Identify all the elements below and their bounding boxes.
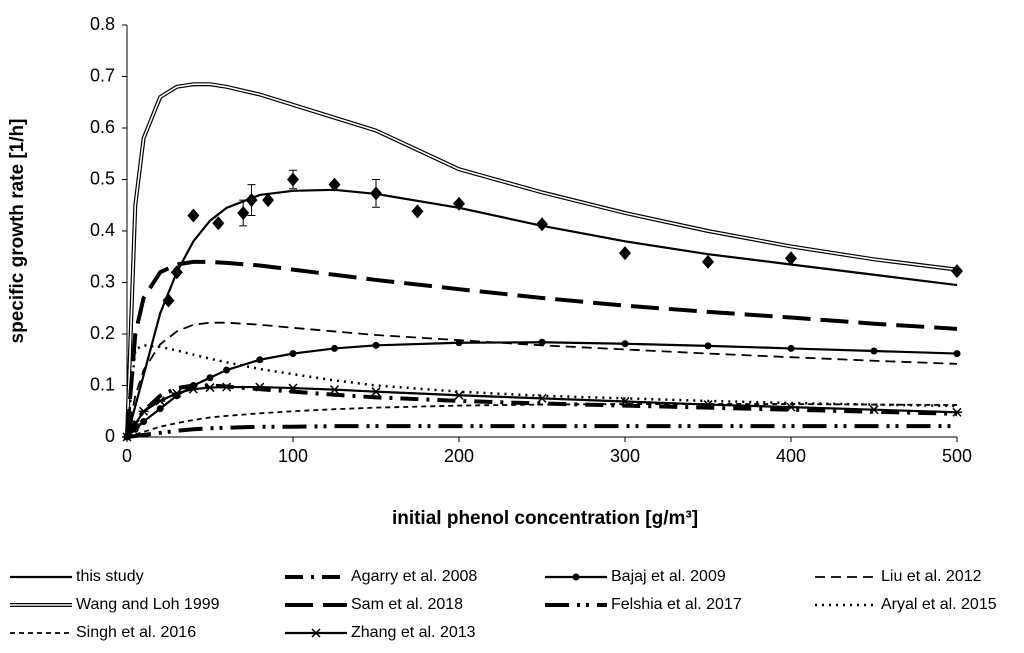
series-marker bbox=[130, 419, 141, 429]
data-point bbox=[170, 265, 183, 280]
data-point bbox=[702, 254, 714, 269]
series-marker bbox=[171, 388, 182, 398]
data-point bbox=[370, 186, 382, 201]
legend-label: this study bbox=[76, 568, 144, 585]
series-line bbox=[125, 82, 958, 438]
data-point bbox=[245, 193, 258, 208]
series-line bbox=[126, 321, 958, 438]
series-marker bbox=[869, 405, 879, 415]
y-tick-label: 0.7 bbox=[90, 65, 115, 85]
data-point bbox=[212, 216, 225, 231]
series-line bbox=[125, 383, 958, 438]
legend-label: Felshia et al. 2017 bbox=[611, 596, 742, 613]
series-marker bbox=[621, 340, 629, 348]
series-marker bbox=[140, 418, 148, 426]
legend-label: Zhang et al. 2013 bbox=[351, 624, 476, 641]
legend-marker bbox=[572, 573, 580, 581]
series-marker bbox=[372, 341, 380, 349]
data-point bbox=[785, 251, 797, 266]
legend-marker bbox=[311, 628, 321, 638]
series-marker bbox=[223, 366, 231, 374]
x-tick-label: 100 bbox=[278, 446, 308, 466]
x-axis-title: initial phenol concentration [g/m³] bbox=[392, 508, 698, 529]
legend-label: Singh et al. 2016 bbox=[76, 624, 196, 641]
legend-label: Agarry et al. 2008 bbox=[351, 568, 477, 585]
series-marker bbox=[538, 338, 546, 346]
series-marker bbox=[620, 396, 630, 406]
series-marker bbox=[952, 407, 962, 417]
legend-label: Aryal et al. 2015 bbox=[881, 596, 997, 613]
series-line bbox=[125, 259, 958, 438]
data-point bbox=[411, 204, 424, 219]
data-point bbox=[951, 264, 963, 279]
series-marker bbox=[122, 432, 132, 442]
data-point bbox=[453, 196, 465, 211]
series-line bbox=[126, 424, 957, 439]
data-point bbox=[237, 205, 250, 220]
x-tick-label: 300 bbox=[610, 446, 640, 466]
legend-label: Sam et al. 2018 bbox=[351, 596, 463, 613]
series-line-inner bbox=[126, 83, 958, 438]
series-marker bbox=[138, 406, 149, 416]
series-marker bbox=[329, 385, 340, 395]
legend-label: Bajaj et al. 2009 bbox=[611, 568, 726, 585]
series-marker bbox=[156, 405, 164, 413]
series-marker bbox=[188, 384, 199, 394]
series-marker bbox=[953, 350, 961, 358]
series-marker bbox=[787, 344, 795, 352]
data-point bbox=[287, 172, 299, 187]
data-point bbox=[187, 208, 200, 223]
data-point bbox=[328, 177, 341, 192]
series-marker bbox=[155, 396, 166, 406]
series-marker bbox=[786, 402, 796, 412]
series-marker bbox=[288, 383, 298, 393]
x-tick-label: 0 bbox=[122, 446, 132, 466]
y-tick-label: 0.1 bbox=[90, 374, 115, 394]
x-tick-label: 500 bbox=[942, 446, 972, 466]
y-tick-label: 0.4 bbox=[90, 220, 115, 240]
series-marker bbox=[703, 400, 713, 410]
data-point bbox=[536, 217, 548, 232]
x-tick-label: 400 bbox=[776, 446, 806, 466]
series-marker bbox=[205, 383, 215, 393]
legend-label: Liu et al. 2012 bbox=[881, 568, 982, 585]
y-tick-label: 0 bbox=[105, 426, 115, 446]
data-point bbox=[262, 193, 275, 208]
series-marker bbox=[537, 393, 547, 403]
series-line bbox=[126, 385, 958, 438]
data-point bbox=[162, 293, 175, 308]
series-marker bbox=[289, 350, 297, 358]
series-line bbox=[125, 344, 958, 438]
y-tick-label: 0.3 bbox=[90, 271, 115, 291]
y-axis-title: specific growth rate [1/h] bbox=[7, 119, 28, 344]
series-marker bbox=[254, 382, 265, 392]
y-tick-label: 0.5 bbox=[90, 168, 115, 188]
series-marker bbox=[454, 390, 464, 400]
series-line bbox=[126, 341, 958, 438]
series-marker bbox=[221, 382, 232, 392]
y-tick-label: 0.2 bbox=[90, 323, 115, 343]
y-tick-label: 0.6 bbox=[90, 117, 115, 137]
legend-label: Wang and Loh 1999 bbox=[76, 596, 220, 613]
data-point bbox=[619, 246, 631, 261]
y-tick-label: 0.8 bbox=[90, 14, 115, 34]
series-marker bbox=[256, 356, 264, 364]
x-tick-label: 200 bbox=[444, 446, 474, 466]
series-marker bbox=[206, 374, 214, 382]
series-marker bbox=[870, 347, 878, 355]
series-marker bbox=[371, 387, 381, 397]
series-line bbox=[125, 188, 958, 438]
series-marker bbox=[331, 344, 338, 352]
series-marker bbox=[704, 342, 712, 350]
